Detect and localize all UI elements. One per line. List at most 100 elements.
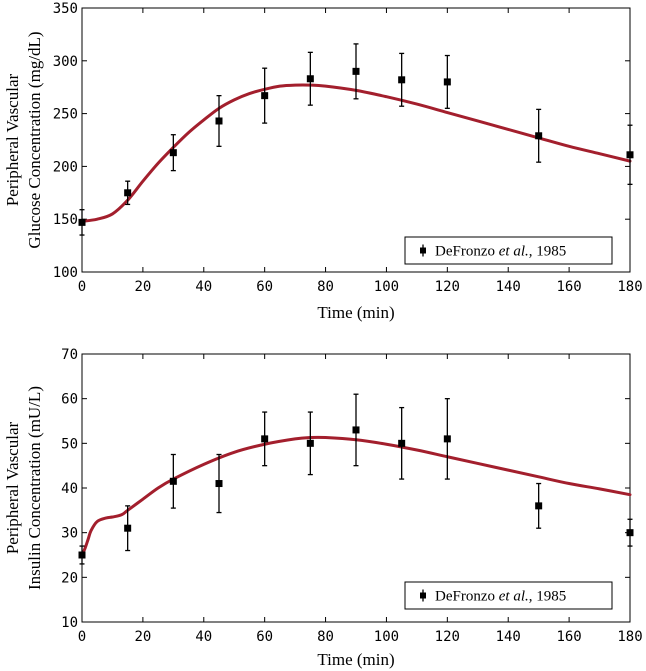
glucose-ytick-label: 300 [53,54,78,70]
glucose-data-marker [306,75,314,83]
glucose-data-point [398,52,406,107]
insulin-xtick-label: 100 [374,629,399,645]
glucose-legend-box [404,236,613,265]
insulin-xtick-label: 60 [256,629,273,645]
glucose-data-point [124,180,132,206]
insulin-data-point [261,411,269,467]
insulin-data-point [215,453,223,514]
insulin-ytick-label: 20 [61,570,78,586]
insulin-legend-label: DeFronzo et al., 1985 [435,589,566,605]
glucose-chart: 0 20 40 60 80 100 120 140 160 180 100 150 200 250 300 3… [3,1,643,322]
legend-year: , 1985 [529,589,567,605]
insulin-data-point [352,393,360,467]
glucose-ytick-label: 200 [53,159,78,175]
glucose-ytick-label: 100 [53,265,78,281]
insulin-legend: DeFronzo et al., 1985 [404,581,613,610]
glucose-model-curve [80,83,632,223]
glucose-xtick-label: 80 [317,279,334,295]
glucose-data-point [169,134,177,172]
glucose-xtick-label: 60 [256,279,273,295]
insulin-data-marker [352,426,360,434]
insulin-data-point [443,398,451,480]
glucose-data-marker [261,92,269,100]
glucose-data-marker [352,67,360,75]
insulin-data-marker [398,439,406,447]
glucose-data-marker [169,149,177,157]
glucose-xtick-label: 0 [78,279,86,295]
glucose-data-point [626,124,634,186]
insulin-data-marker [169,477,177,485]
insulin-data-point [535,482,543,529]
insulin-ytick-label: 70 [61,347,78,363]
glucose-xtick-label: 120 [435,279,460,295]
insulin-data-point [398,406,406,480]
insulin-data-marker [215,480,223,488]
insulin-ytick-label: 60 [61,392,78,408]
legend-author: DeFronzo [435,589,499,605]
insulin-y-axis-title-line2: Insulin Concentration (mU/L) [25,386,44,590]
glucose-data-point [352,43,360,100]
insulin-xtick-label: 20 [134,629,151,645]
glucose-data-marker [398,76,406,84]
insulin-data-marker [124,524,132,532]
glucose-ytick-label: 350 [53,1,78,17]
glucose-xtick-label: 20 [134,279,151,295]
insulin-ytick-label: 50 [61,436,78,452]
insulin-xtick-label: 120 [435,629,460,645]
glucose-xtick-label: 40 [195,279,212,295]
legend-year: , 1985 [529,244,567,260]
insulin-data-marker [306,439,314,447]
insulin-legend-box [404,581,613,610]
legend-author: DeFronzo [435,244,499,260]
insulin-model-curve [80,435,632,557]
glucose-data-marker [626,151,634,159]
glucose-data-marker [124,189,132,197]
glucose-data-point [261,67,269,124]
insulin-ytick-label: 30 [61,526,78,542]
legend-etal: et al. [499,589,529,605]
glucose-data-marker [78,218,86,226]
insulin-xtick-label: 180 [617,629,642,645]
glucose-ytick-label: 250 [53,107,78,123]
glucose-data-point [535,108,543,163]
insulin-ytick-label: 40 [61,481,78,497]
insulin-xtick-label: 140 [496,629,521,645]
insulin-data-marker [443,435,451,443]
insulin-data-point [124,505,132,552]
glucose-xtick-label: 180 [617,279,642,295]
insulin-data-point [169,453,177,509]
legend-etal: et al. [499,244,529,260]
glucose-x-axis-title: Time (min) [317,303,394,322]
glucose-legend-label: DeFronzo et al., 1985 [435,244,566,260]
glucose-data-marker [443,78,451,86]
glucose-xtick-label: 140 [496,279,521,295]
insulin-xtick-label: 80 [317,629,334,645]
glucose-xtick-label: 160 [556,279,581,295]
insulin-data-marker [535,502,543,510]
insulin-data-point [306,411,314,476]
glucose-data-point [215,94,223,147]
insulin-xtick-label: 160 [556,629,581,645]
glucose-legend: DeFronzo et al., 1985 [404,236,613,265]
glucose-legend-marker [420,247,426,254]
insulin-data-point [78,545,86,565]
insulin-data-marker [78,551,86,559]
glucose-xtick-label: 100 [374,279,399,295]
insulin-legend-marker [420,592,426,599]
glucose-data-point [78,209,86,236]
insulin-chart: 0 20 40 60 80 100 120 140 160 180 10 20 30 40 50 60 70 Ti… [3,347,643,669]
insulin-data-marker [626,529,634,537]
insulin-x-axis-title: Time (min) [317,650,394,669]
insulin-data-point [626,518,634,547]
insulin-data-marker [261,435,269,443]
glucose-data-point [306,51,314,106]
insulin-xtick-label: 40 [195,629,212,645]
glucose-y-axis-title-line1: Peripheral Vascular [3,74,22,207]
glucose-data-marker [535,132,543,140]
glucose-data-marker [215,117,223,125]
insulin-y-axis-title-line1: Peripheral Vascular [3,422,22,555]
glucose-data-point [443,54,451,109]
glucose-y-axis-title-line2: Glucose Concentration (mg/dL) [25,31,44,248]
glucose-ytick-label: 150 [53,212,78,228]
